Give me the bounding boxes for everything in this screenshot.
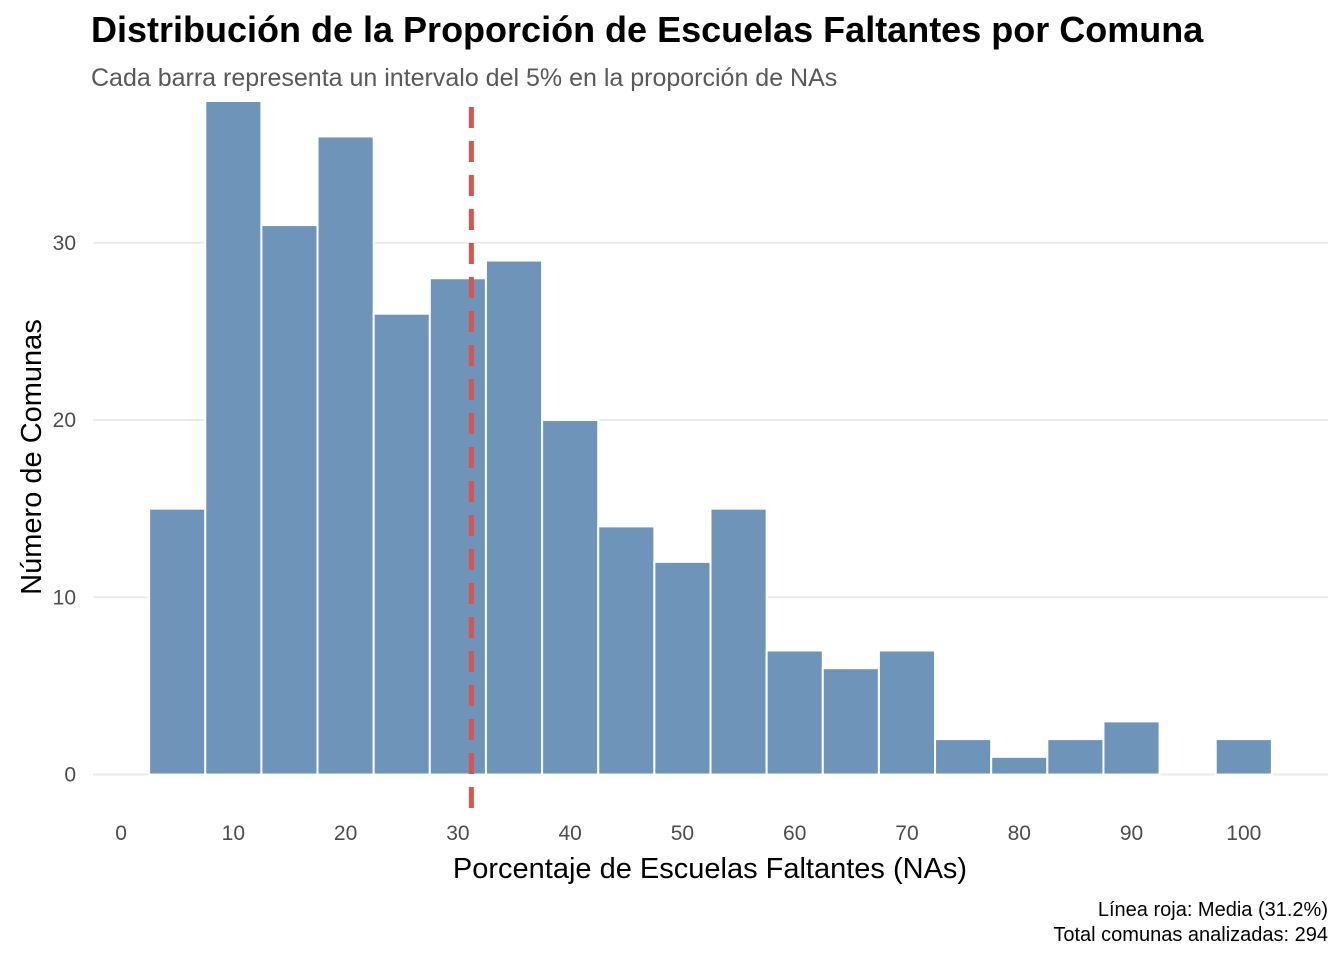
- bar-90: [1102, 720, 1161, 776]
- x-axis-ticks: 0 10 20 30 40 50 60 70 80 90 100: [115, 822, 1261, 845]
- x-tick-label-0: 0: [115, 822, 127, 845]
- bar-20: [316, 135, 375, 776]
- bar-100: [1214, 738, 1273, 776]
- x-tick-label-60: 60: [783, 822, 806, 845]
- caption-mean: Línea roja: Media (31.2%): [1098, 899, 1328, 921]
- x-tick-label-10: 10: [222, 822, 245, 845]
- bar-50: [653, 560, 712, 776]
- x-tick-label-70: 70: [895, 822, 918, 845]
- bar-15: [260, 224, 319, 776]
- y-axis-title: Número de Comunas: [16, 319, 48, 595]
- bar-85: [1046, 738, 1105, 776]
- x-axis-title: Porcentaje de Escuelas Faltantes (NAs): [453, 853, 967, 885]
- y-tick-label-10: 10: [53, 586, 76, 609]
- bar-10: [204, 100, 263, 776]
- bar-75: [934, 738, 993, 776]
- x-tick-label-90: 90: [1120, 822, 1143, 845]
- y-tick-label-30: 30: [53, 232, 76, 255]
- chart-title: Distribución de la Proporción de Escuela…: [91, 9, 1204, 50]
- bar-80: [990, 755, 1049, 776]
- y-axis-ticks: 0 10 20 30: [53, 232, 76, 787]
- bar-5: [148, 507, 207, 776]
- bar-25: [372, 312, 431, 776]
- bar-35: [484, 259, 544, 776]
- bar-65: [821, 667, 880, 776]
- bar-60: [765, 649, 824, 776]
- x-tick-label-40: 40: [558, 822, 581, 845]
- x-tick-label-30: 30: [446, 822, 469, 845]
- x-tick-label-80: 80: [1008, 822, 1031, 845]
- bar-70: [877, 649, 937, 776]
- x-tick-label-50: 50: [671, 822, 694, 845]
- x-tick-label-100: 100: [1226, 822, 1261, 845]
- y-tick-label-0: 0: [64, 764, 76, 787]
- bar-40: [541, 419, 600, 776]
- bars: [148, 100, 1273, 776]
- bar-30: [428, 277, 487, 776]
- bar-45: [597, 525, 656, 776]
- y-tick-label-20: 20: [53, 409, 76, 432]
- x-tick-label-20: 20: [334, 822, 357, 845]
- bar-55: [709, 507, 768, 776]
- chart-subtitle: Cada barra representa un intervalo del 5…: [91, 64, 837, 92]
- caption-total: Total comunas analizadas: 294: [1053, 924, 1328, 946]
